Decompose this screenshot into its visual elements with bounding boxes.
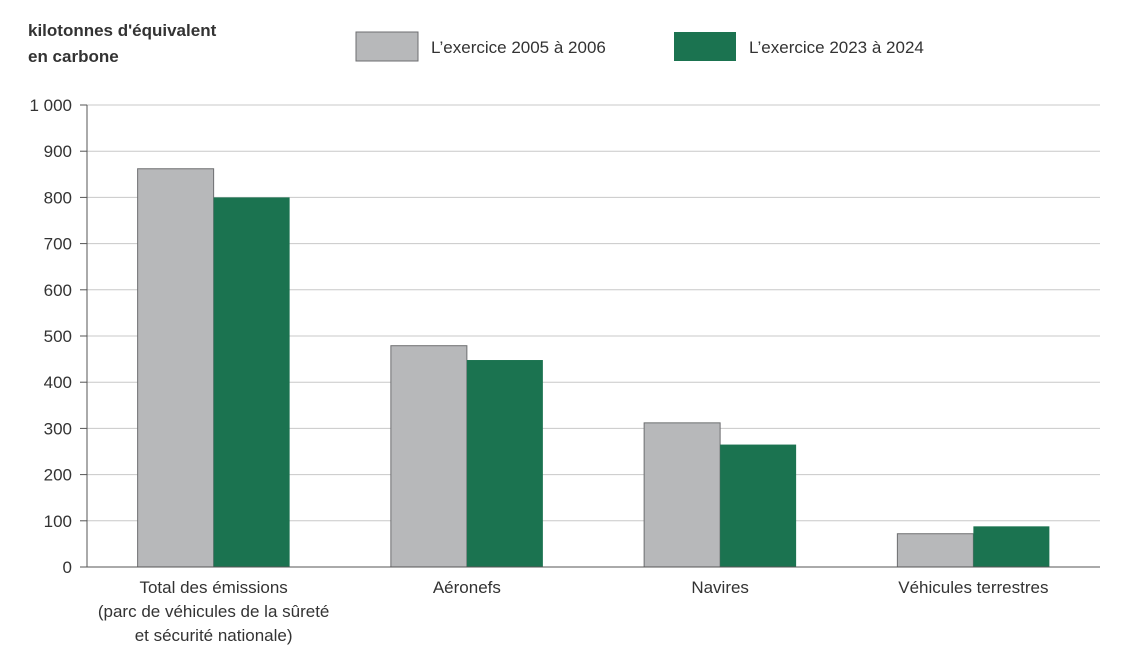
y-tick-label: 900 — [44, 142, 72, 161]
x-axis-labels: Total des émissions (parc de véhicules de… — [98, 578, 1049, 645]
x-category-label: Aéronefs — [433, 578, 501, 597]
y-tick-label: 1 000 — [29, 96, 72, 115]
y-tick-label: 600 — [44, 281, 72, 300]
legend-swatch-2023 — [674, 32, 736, 61]
y-tick-label: 200 — [44, 466, 72, 485]
legend-label-2005: L’exercice 2005 à 2006 — [431, 38, 606, 57]
y-tick-label: 500 — [44, 327, 72, 346]
y-axis-title: kilotonnes d'équivalent en carbone — [28, 21, 217, 66]
legend-label-2023: L’exercice 2023 à 2024 — [749, 38, 924, 57]
legend: L’exercice 2005 à 2006 L’exercice 2023 à… — [355, 31, 924, 62]
bar-2023-2024 — [213, 197, 290, 567]
bar-2023-2024 — [466, 360, 543, 567]
y-tick-label: 800 — [44, 188, 72, 207]
x-category-label: Total des émissions — [139, 578, 287, 597]
bars — [137, 168, 1050, 568]
x-category-label: (parc de véhicules de la sûreté — [98, 602, 330, 621]
y-axis-title-line-1: kilotonnes d'équivalent — [28, 21, 217, 40]
y-tick-label: 0 — [63, 558, 72, 577]
bar-2023-2024 — [720, 444, 797, 567]
bar-2005-2006 — [896, 533, 974, 568]
y-tick-label: 100 — [44, 512, 72, 531]
bar-2023-2024 — [973, 526, 1050, 567]
x-category-label: Véhicules terrestres — [898, 578, 1048, 597]
x-category-label: et sécurité nationale) — [135, 626, 293, 645]
y-tick-label: 300 — [44, 419, 72, 438]
bar-2005-2006 — [643, 422, 721, 568]
y-axis-ticks: 0 100 200 300 400 500 600 700 800 900 1 000 — [29, 96, 87, 577]
axes — [86, 105, 1100, 568]
y-tick-label: 400 — [44, 373, 72, 392]
bar-2005-2006 — [390, 345, 468, 568]
y-axis-title-line-2: en carbone — [28, 47, 119, 66]
bar-2005-2006 — [137, 168, 215, 568]
x-category-label: Navires — [691, 578, 749, 597]
y-tick-label: 700 — [44, 235, 72, 254]
legend-swatch-2005 — [355, 31, 419, 62]
